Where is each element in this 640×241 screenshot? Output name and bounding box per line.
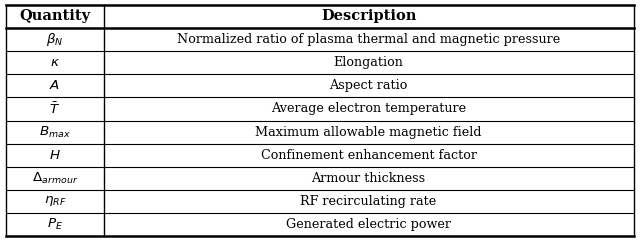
Text: $\eta_{RF}$: $\eta_{RF}$ [44, 194, 67, 208]
Text: RF recirculating rate: RF recirculating rate [301, 195, 436, 208]
Text: $A$: $A$ [49, 79, 61, 92]
Text: $\beta_N$: $\beta_N$ [46, 31, 64, 48]
Text: $\kappa$: $\kappa$ [50, 56, 60, 69]
Text: $H$: $H$ [49, 149, 61, 162]
Text: Maximum allowable magnetic field: Maximum allowable magnetic field [255, 126, 482, 139]
Text: $P_E$: $P_E$ [47, 217, 63, 232]
Text: $\bar{T}$: $\bar{T}$ [49, 101, 61, 117]
Text: Description: Description [321, 9, 416, 23]
Text: Generated electric power: Generated electric power [286, 218, 451, 231]
Text: Aspect ratio: Aspect ratio [330, 79, 408, 92]
Text: $B_{max}$: $B_{max}$ [39, 125, 71, 140]
Text: Armour thickness: Armour thickness [312, 172, 426, 185]
Text: Quantity: Quantity [19, 9, 91, 23]
Text: Confinement enhancement factor: Confinement enhancement factor [260, 149, 477, 162]
Text: Normalized ratio of plasma thermal and magnetic pressure: Normalized ratio of plasma thermal and m… [177, 33, 560, 46]
Text: Average electron temperature: Average electron temperature [271, 102, 466, 115]
Text: Elongation: Elongation [333, 56, 404, 69]
Text: $\Delta_{armour}$: $\Delta_{armour}$ [32, 171, 78, 186]
